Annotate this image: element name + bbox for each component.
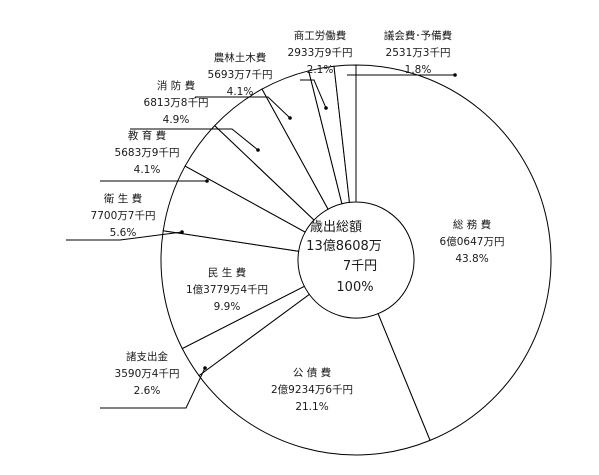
leader-line-6 — [130, 128, 259, 151]
slice-percent-gikai: 1.8% — [405, 64, 432, 76]
slice-percent-eisei: 5.6% — [110, 227, 137, 239]
slice-name-shoukou: 商工労働費 — [294, 29, 347, 42]
leader-line-4 — [66, 231, 183, 241]
slice-amount-gikai: 2531万3千円 — [386, 47, 451, 59]
donut-segments — [160, 64, 552, 456]
center-amount-line2: 7千円 — [343, 259, 377, 274]
slice-name-kousai: 公 債 費 — [293, 366, 331, 379]
leader-arrow-5 — [205, 179, 209, 183]
slice-name-shoubou: 消 防 費 — [157, 79, 195, 92]
slice-percent-minsei: 9.9% — [214, 301, 241, 313]
center-percent: 100% — [336, 280, 373, 295]
slice-amount-minsei: 1億3779万4千円 — [186, 283, 268, 296]
leader-arrow-4 — [180, 230, 184, 234]
slice-amount-shoukou: 2933万9千円 — [288, 47, 353, 59]
slice-amount-kyouiku: 5683万9千円 — [115, 147, 180, 159]
leader-arrow-7 — [288, 116, 292, 120]
leader-arrow-2 — [203, 366, 207, 370]
center-total-label: 歳出総額 13億8608万 7千円 100% — [306, 220, 382, 295]
slice-amount-kousai: 2億9234万6千円 — [271, 383, 353, 396]
leader-line-8 — [300, 79, 327, 109]
donut-slice-1 — [198, 293, 431, 456]
slice-percent-kousai: 21.1% — [295, 401, 328, 413]
slice-amount-eisei: 7700万7千円 — [91, 210, 156, 222]
center-title: 歳出総額 — [310, 220, 362, 235]
leader-line-2 — [100, 367, 206, 409]
leader-arrow-8 — [324, 106, 328, 110]
slice-name-shoshi: 諸支出金 — [126, 350, 168, 363]
leader-line-7 — [195, 96, 291, 119]
slice-percent-shoshi: 2.6% — [134, 385, 161, 397]
leader-lines — [66, 73, 457, 409]
slice-percent-somu: 43.8% — [455, 253, 488, 265]
slice-percent-shoubou: 4.9% — [163, 114, 190, 126]
slice-name-eisei: 衛 生 費 — [104, 192, 142, 205]
donut-slice-3 — [160, 230, 305, 350]
slice-name-minsei: 民 生 費 — [208, 266, 246, 279]
leader-arrow-6 — [256, 148, 260, 152]
slice-amount-nourin: 5693万7千円 — [208, 69, 273, 81]
slice-name-somu: 総 務 費 — [453, 218, 491, 231]
slice-labels: 総 務 費 6億0647万円 43.8% 公 債 費 2億9234万6千円 21… — [91, 29, 505, 413]
center-amount-line1: 13億8608万 — [306, 238, 382, 254]
slice-amount-shoshi: 3590万4千円 — [115, 368, 180, 380]
leader-arrow-9 — [453, 73, 457, 77]
slice-amount-shoubou: 6813万8千円 — [144, 97, 209, 109]
donut-slice-0 — [355, 64, 552, 442]
slice-name-nourin: 農林土木費 — [214, 51, 267, 64]
slice-percent-shoukou: 2.1% — [307, 64, 334, 76]
slice-percent-kyouiku: 4.1% — [134, 164, 161, 176]
donut-slice-9 — [333, 64, 357, 203]
slice-name-kyouiku: 教 育 費 — [128, 129, 166, 142]
slice-amount-somu: 6億0647万円 — [440, 235, 505, 248]
slice-percent-nourin: 4.1% — [227, 86, 254, 98]
slice-name-gikai: 議会費･予備費 — [384, 29, 452, 42]
